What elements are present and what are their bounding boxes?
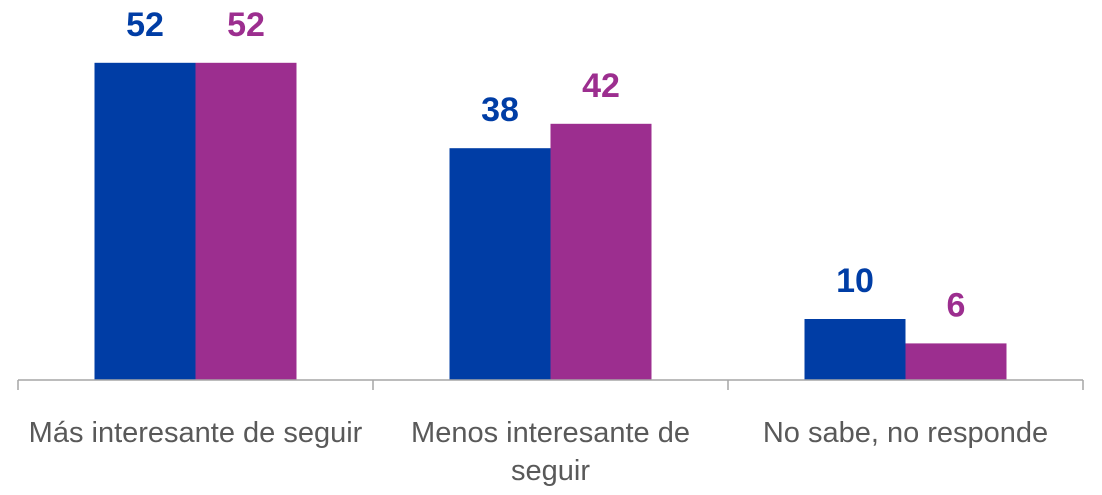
x-tick-label: Menos interesante de seguir [411,417,690,487]
bar [195,62,297,381]
data-label: 38 [481,91,519,129]
bar [449,148,551,380]
x-tick-label: No sabe, no responde [762,417,1049,449]
bar [905,343,1007,380]
data-label: 52 [126,6,164,44]
data-label: 52 [227,6,265,44]
data-label: 10 [836,262,874,300]
bar [94,62,196,381]
data-label: 42 [582,67,620,105]
data-label: 6 [947,286,966,324]
bar [550,123,652,381]
x-tick-label: Más interesante de seguir [28,417,363,449]
bar [804,319,906,380]
